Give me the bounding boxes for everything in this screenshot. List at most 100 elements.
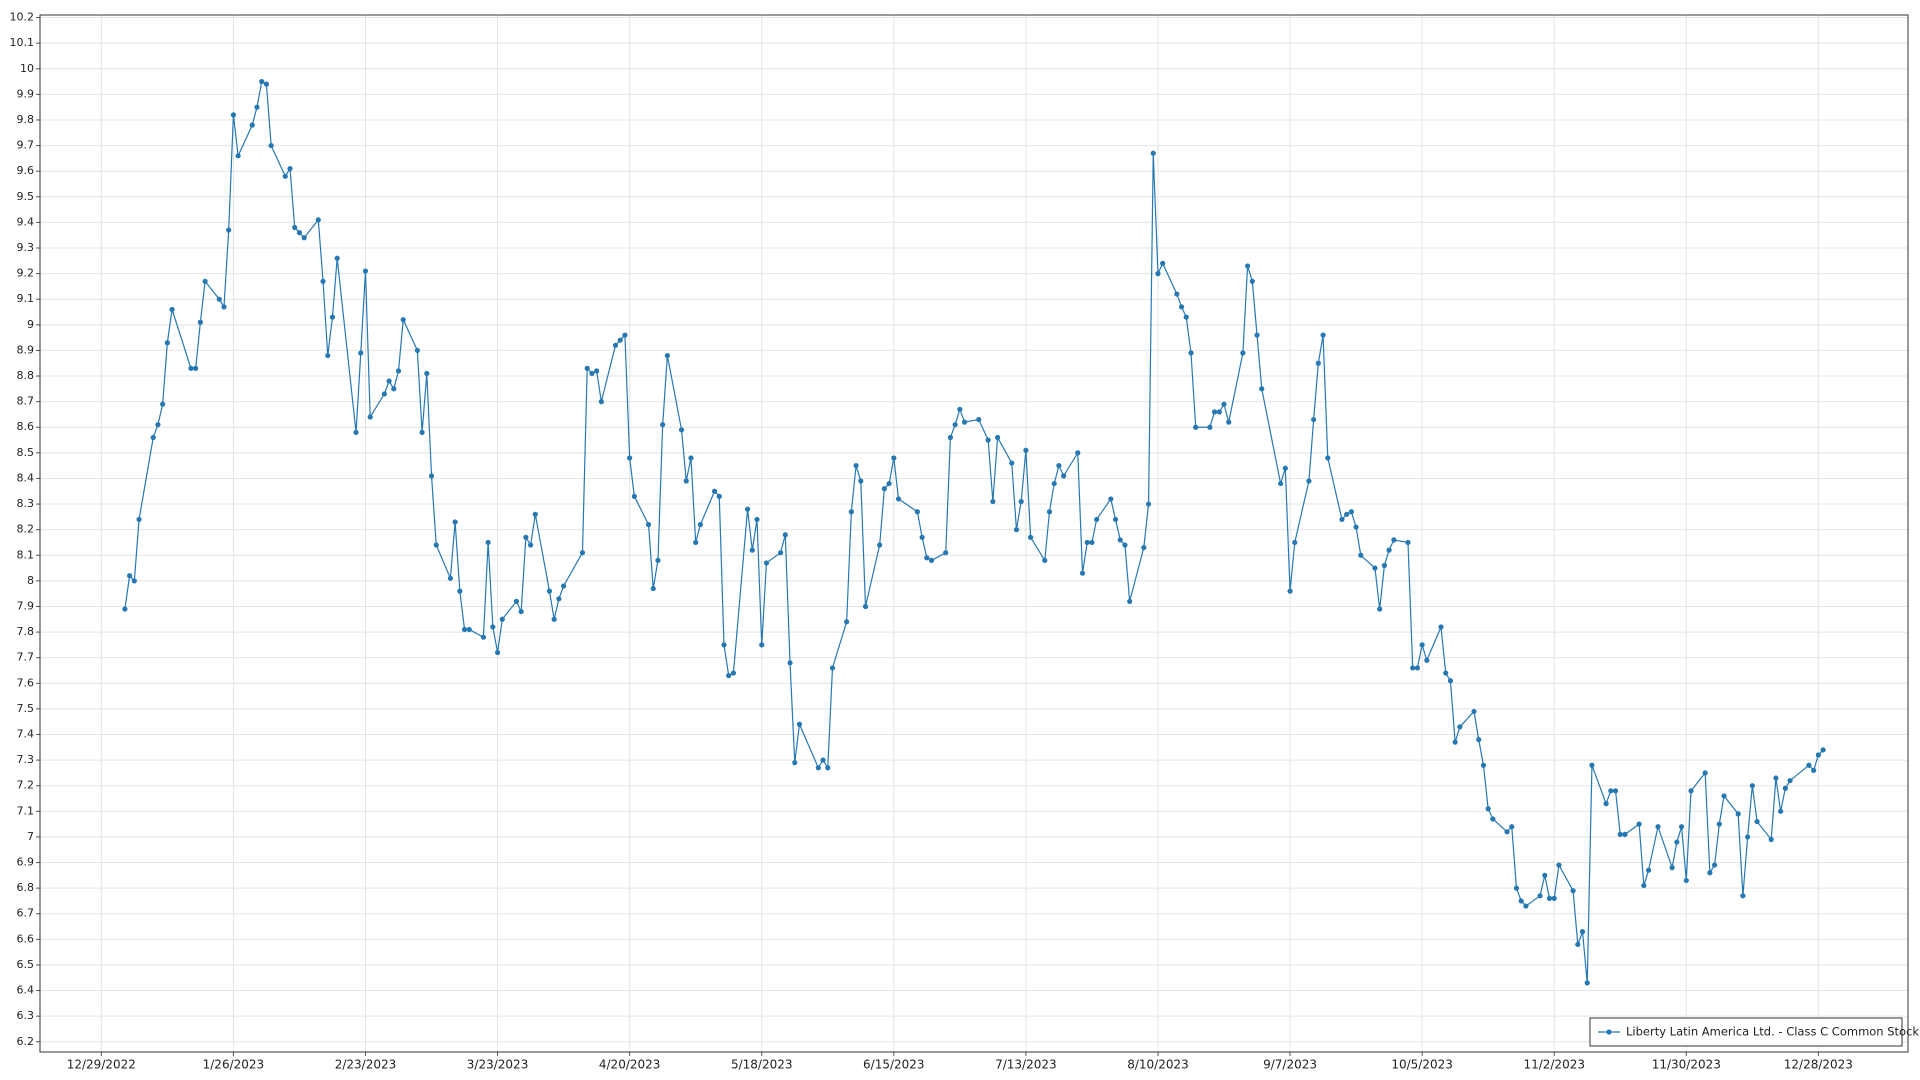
legend-label: Liberty Latin America Ltd. - Class C Com…	[1626, 1025, 1919, 1039]
data-point	[1353, 524, 1359, 530]
series-line	[124, 80, 1824, 983]
y-tick-label: 9.4	[17, 215, 35, 228]
data-point	[1806, 762, 1812, 768]
data-point	[1046, 509, 1053, 515]
data-point	[296, 230, 303, 236]
data-point	[532, 511, 538, 517]
data-point	[301, 235, 307, 241]
data-point	[1820, 747, 1826, 753]
x-tick-label: 5/18/2023	[731, 1058, 793, 1072]
data-point	[202, 278, 208, 284]
x-tick-label: 2/23/2023	[335, 1058, 397, 1072]
y-tick-label: 7.3	[17, 753, 35, 766]
data-point	[688, 455, 694, 461]
data-point	[419, 429, 425, 435]
data-point	[1056, 463, 1062, 469]
data-point	[518, 608, 524, 615]
data-point	[1787, 777, 1793, 784]
data-point	[499, 616, 505, 622]
data-point	[461, 626, 468, 633]
y-tick-label: 9.2	[17, 267, 35, 280]
data-point	[985, 437, 991, 443]
data-point	[1386, 547, 1392, 553]
data-point	[169, 306, 175, 313]
data-point	[584, 365, 590, 371]
data-point	[424, 370, 430, 377]
x-tick-label: 8/10/2023	[1127, 1058, 1189, 1072]
data-point	[197, 319, 203, 325]
data-point	[1259, 386, 1265, 392]
data-point	[1641, 882, 1647, 889]
data-point	[386, 378, 392, 384]
data-point	[726, 673, 732, 679]
data-point	[235, 153, 241, 159]
data-point	[1457, 724, 1463, 730]
data-point	[193, 365, 199, 371]
data-point	[1617, 831, 1623, 837]
data-point	[947, 434, 954, 441]
data-point	[1249, 278, 1255, 284]
data-point	[1745, 834, 1751, 840]
data-point	[320, 278, 326, 284]
data-point	[895, 496, 902, 502]
data-point	[268, 142, 274, 149]
data-point	[617, 337, 623, 343]
data-point	[1735, 811, 1741, 817]
data-point	[329, 314, 336, 320]
data-point	[1683, 877, 1689, 884]
data-point	[664, 352, 670, 359]
data-point	[943, 550, 949, 556]
data-point	[254, 104, 260, 110]
y-tick-label: 6.7	[17, 907, 35, 920]
data-point	[457, 588, 463, 594]
data-point	[1221, 401, 1227, 407]
data-point	[216, 296, 222, 302]
y-tick-label: 8.5	[17, 446, 35, 459]
data-point	[263, 81, 270, 87]
data-point	[1325, 455, 1331, 461]
data-point	[1603, 801, 1609, 807]
data-point	[862, 603, 869, 610]
data-point	[1778, 808, 1784, 814]
data-point	[1075, 450, 1081, 456]
x-tick-label: 1/26/2023	[203, 1058, 265, 1072]
data-point	[480, 634, 487, 640]
y-tick-label: 9.6	[17, 164, 35, 177]
data-point	[1023, 447, 1029, 453]
data-point	[829, 665, 836, 671]
data-point	[1721, 793, 1727, 799]
x-tick-label: 11/2/2023	[1523, 1058, 1585, 1072]
data-point	[400, 317, 406, 323]
legend-box	[1589, 1017, 1903, 1047]
data-point	[1174, 291, 1180, 297]
data-point	[188, 365, 194, 371]
data-point	[1240, 350, 1246, 356]
data-point	[961, 419, 968, 425]
data-point	[1009, 460, 1015, 466]
y-tick-label: 7.7	[17, 651, 35, 664]
data-point	[1344, 511, 1350, 517]
data-point	[749, 547, 755, 553]
data-point	[693, 539, 699, 546]
y-tick-label: 9	[27, 318, 34, 331]
data-point	[136, 516, 142, 523]
data-point	[928, 557, 935, 563]
data-point	[1551, 895, 1557, 901]
data-point	[1556, 862, 1562, 868]
data-point	[1754, 818, 1760, 825]
y-tick-label: 8.9	[17, 343, 35, 356]
data-point	[1141, 544, 1147, 551]
data-point	[914, 509, 920, 515]
data-point	[1669, 865, 1675, 871]
data-point	[579, 550, 586, 556]
data-point	[622, 332, 628, 338]
data-point	[1127, 598, 1133, 604]
data-point	[1584, 980, 1590, 986]
data-point	[1306, 478, 1312, 484]
data-point	[1740, 893, 1746, 899]
data-point	[744, 506, 751, 512]
data-point	[249, 122, 255, 128]
data-point	[127, 573, 133, 579]
